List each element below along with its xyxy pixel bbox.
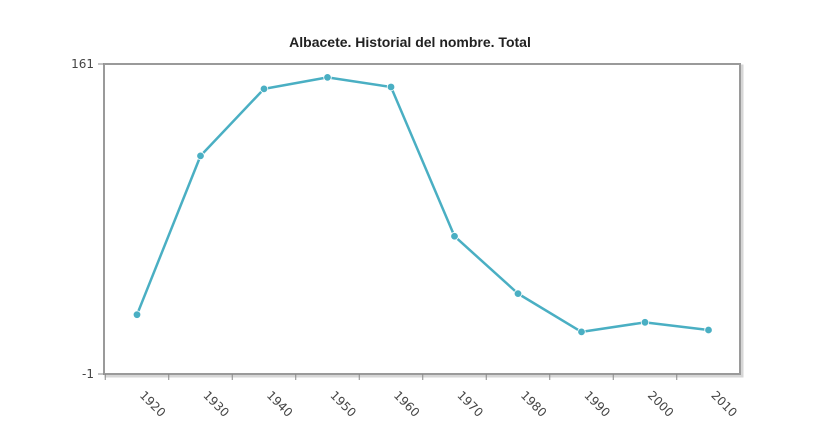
x-tick-label: 1990 xyxy=(581,388,612,419)
y-tick-label: -1 xyxy=(82,367,94,381)
data-point xyxy=(196,151,205,161)
data-point xyxy=(513,289,523,298)
data-points xyxy=(132,73,713,337)
x-tick-label: 1930 xyxy=(200,388,231,419)
x-tick-label: 2010 xyxy=(708,388,739,419)
data-point xyxy=(640,318,650,327)
data-point xyxy=(450,232,459,241)
plot-frame-border xyxy=(103,63,741,375)
series-line xyxy=(135,76,709,334)
y-tick-label: 161 xyxy=(71,57,94,71)
plot-frame xyxy=(103,63,744,378)
data-point xyxy=(132,310,142,319)
data-point xyxy=(577,327,586,337)
x-tick-label: 1960 xyxy=(391,388,422,419)
chart-title: Albacete. Historial del nombre. Total xyxy=(289,34,531,50)
x-tick-label: 1950 xyxy=(327,388,358,419)
data-point xyxy=(704,325,713,335)
x-axis: 1920 1930 1940 1950 1960 1970 1980 1990 2000 2010 xyxy=(104,374,740,420)
x-tick-label: 1920 xyxy=(137,388,168,419)
x-tick-label: 1980 xyxy=(518,388,549,419)
data-point xyxy=(259,84,269,94)
data-point xyxy=(323,73,332,82)
x-tick-label: 2000 xyxy=(645,388,676,419)
series-polyline xyxy=(135,76,709,334)
data-point xyxy=(386,82,396,92)
x-tick-label: 1970 xyxy=(454,388,485,419)
y-axis: 161 -1 xyxy=(71,57,104,381)
x-tick-label: 1940 xyxy=(264,388,295,419)
